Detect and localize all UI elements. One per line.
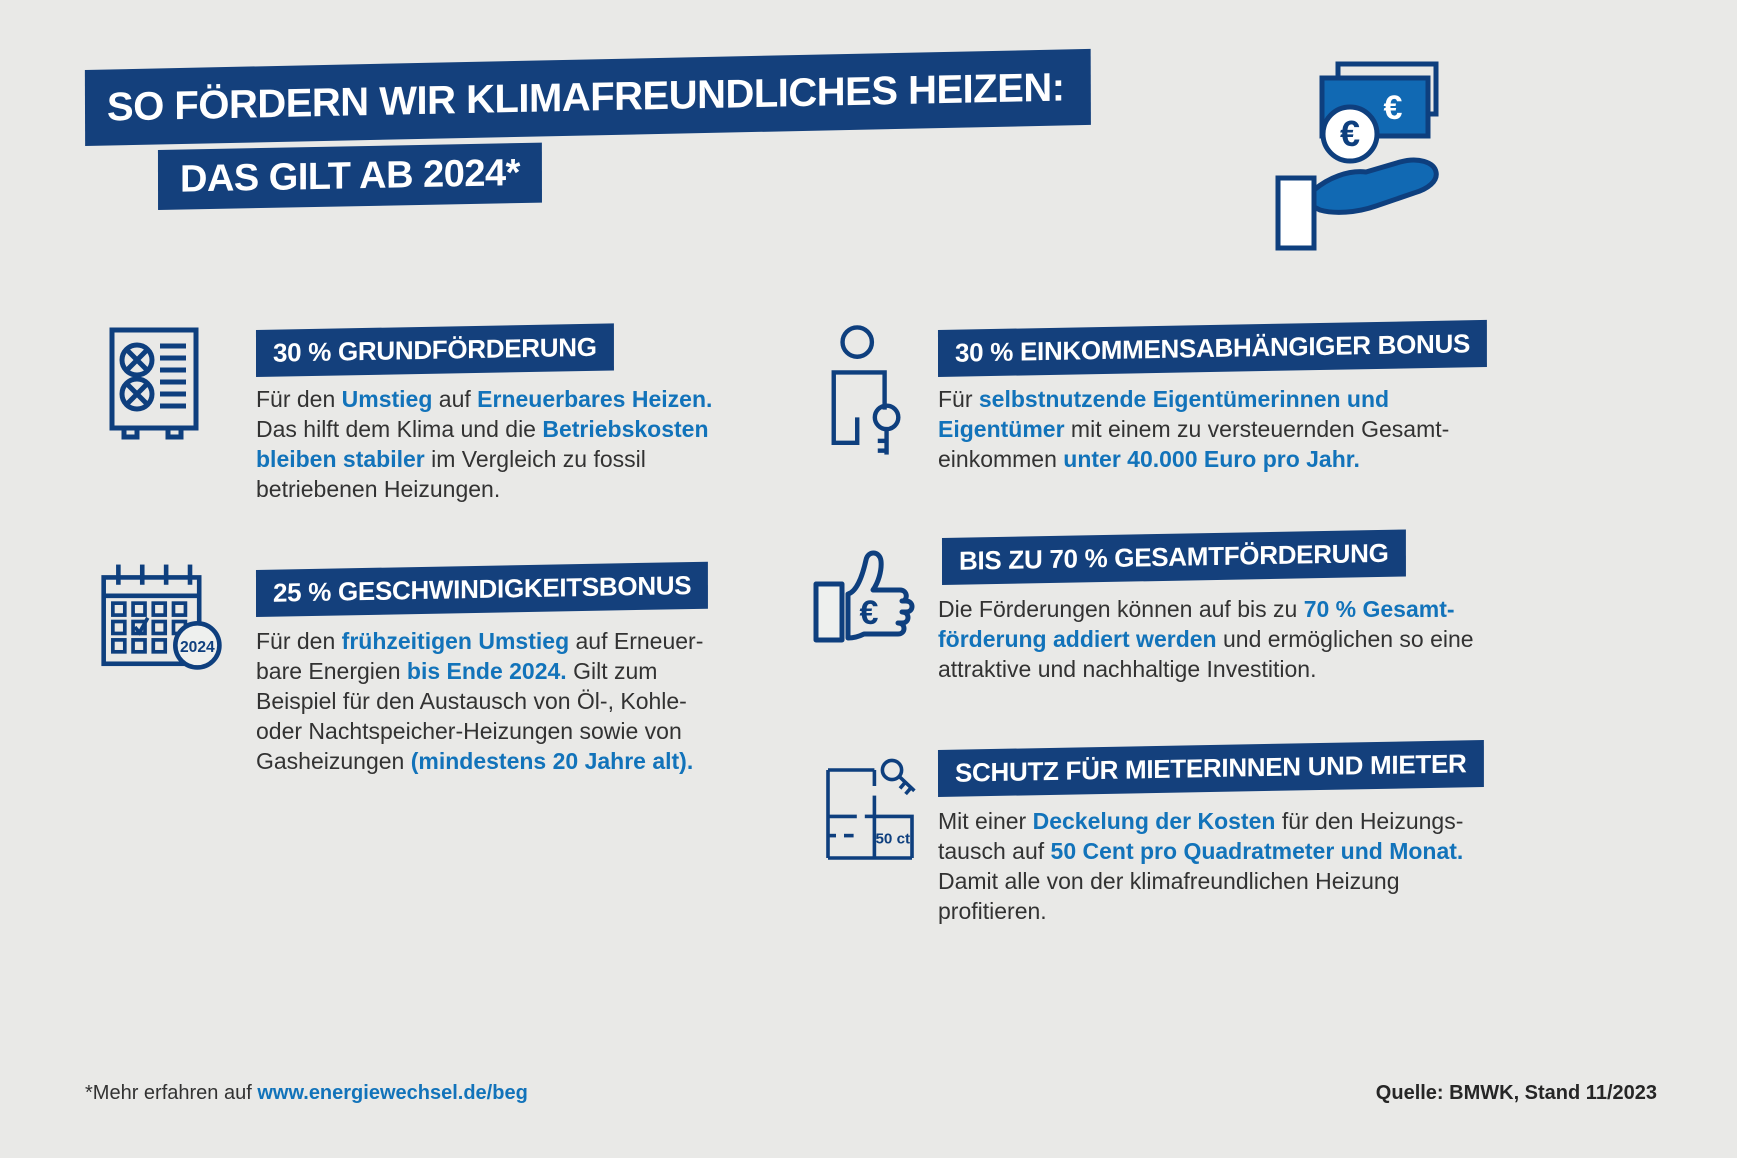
euro-coin-icon: [1320, 104, 1380, 164]
highlighted-text: Deckelung der Kosten: [1032, 808, 1276, 834]
plain-text: oder Nachtspeicher-Heizungen sowie von: [256, 718, 682, 744]
plain-text: Die Förderungen können auf bis zu: [938, 596, 1304, 622]
paragraph-grundfoerderung: Für den Umstieg auf Erneuerbares Heizen.…: [256, 384, 712, 504]
plain-text: mit einem zu versteuernden Gesamt-: [1064, 416, 1450, 442]
plain-text: Gilt zum: [566, 658, 658, 684]
paragraph-mieterschutz: Mit einer Deckelung der Kosten für den H…: [938, 806, 1463, 926]
plain-text: und ermöglichen so eine: [1216, 626, 1474, 652]
highlighted-text: (mindestens 20 Jahre alt).: [410, 748, 694, 774]
heading-gesamtfoerderung: BIS ZU 70 % GESAMTFÖRDERUNG: [941, 529, 1406, 586]
heat-pump-icon: [108, 326, 200, 440]
page-title-line1: SO FÖRDERN WIR KLIMAFREUNDLICHES HEIZEN:: [84, 48, 1091, 147]
coin-euro-glyph: €: [1340, 113, 1360, 154]
highlighted-text: förderung addiert werden: [938, 626, 1217, 652]
thumbs-up-euro-icon: €: [812, 538, 924, 646]
plain-text: profitieren.: [938, 898, 1047, 924]
year-badge: [173, 621, 222, 670]
heading-grundfoerderung: 30 % GRUNDFÖRDERUNG: [255, 323, 614, 378]
calendar-2024-icon: 2024: [100, 560, 224, 672]
plain-text: auf Erneuer-: [569, 628, 704, 654]
page-title-line2: DAS GILT AB 2024*: [157, 142, 542, 211]
heading-mieterschutz: SCHUTZ FÜR MIETERINNEN UND MIETER: [937, 739, 1484, 798]
footnote: *Mehr erfahren auf www.energiewechsel.de…: [85, 1082, 528, 1105]
plain-text: tausch auf: [938, 838, 1051, 864]
hand-shape: [1311, 157, 1439, 215]
highlighted-text: Eigentümer: [938, 416, 1065, 442]
banknote-euro-glyph: €: [1384, 89, 1403, 127]
hand-euro-money-icon: € €: [1262, 58, 1452, 258]
paragraph-geschwindigkeitsbonus: Für den frühzeitigen Umstieg auf Erneuer…: [256, 626, 703, 776]
highlighted-text: selbstnutzende Eigentümerinnen und: [978, 386, 1390, 412]
highlighted-text: Betriebskosten: [542, 416, 709, 442]
heading-geschwindigkeitsbonus: 25 % GESCHWINDIGKEITSBONUS: [255, 561, 709, 618]
highlighted-text: frühzeitigen Umstieg: [341, 628, 570, 654]
source-note: Quelle: BMWK, Stand 11/2023: [1375, 1082, 1657, 1104]
plain-text: betriebenen Heizungen.: [256, 476, 501, 502]
plain-text: attraktive und nachhaltige Investition.: [938, 656, 1317, 682]
highlighted-text: bis Ende 2024.: [406, 658, 567, 684]
floorplan-key-icon: 50 ct: [812, 746, 924, 866]
plain-text: einkommen: [938, 446, 1064, 472]
year-label: 2024: [180, 639, 215, 656]
highlighted-text: Erneuerbares Heizen.: [477, 386, 713, 412]
plain-text: Das hilft dem Klima und die: [256, 416, 543, 442]
plain-text: Für: [938, 386, 979, 412]
rent-cap-label: 50 ct: [875, 831, 910, 848]
plain-text: Beispiel für den Austausch von Öl-, Kohl…: [256, 688, 687, 714]
euro-glyph: €: [860, 594, 879, 632]
plain-text: Damit alle von der klimafreundlichen Hei…: [938, 868, 1400, 894]
plain-text: bare Energien: [256, 658, 407, 684]
owner-key-icon: [822, 322, 912, 458]
highlighted-text: Umstieg: [341, 386, 433, 412]
plain-text: auf: [432, 386, 478, 412]
highlighted-text: unter 40.000 Euro pro Jahr.: [1063, 446, 1360, 472]
highlighted-text: 70 % Gesamt-: [1303, 596, 1455, 622]
footnote-text: *Mehr erfahren auf: [85, 1082, 258, 1104]
plain-text: Für den: [256, 386, 342, 412]
plain-text: Gasheizungen: [256, 748, 411, 774]
key-head: [880, 758, 904, 782]
highlighted-text: bleiben stabiler: [256, 446, 425, 472]
paragraph-einkommensbonus: Für selbstnutzende Eigentümerinnen und Ei…: [938, 384, 1449, 474]
energiewechsel-link[interactable]: www.energiewechsel.de/beg: [257, 1082, 528, 1104]
checkmark-glyph: [133, 616, 150, 636]
highlighted-text: 50 Cent pro Quadratmeter und Monat.: [1050, 838, 1464, 864]
cuff-shape: [1275, 175, 1317, 251]
plain-text: Für den: [256, 628, 342, 654]
heading-einkommensbonus: 30 % EINKOMMENSABHÄNGIGER BONUS: [937, 319, 1488, 378]
plain-text: für den Heizungs-: [1275, 808, 1464, 834]
plain-text: im Vergleich zu fossil: [424, 446, 646, 472]
paragraph-gesamtfoerderung: Die Förderungen können auf bis zu 70 % G…: [938, 594, 1474, 684]
plain-text: Mit einer: [938, 808, 1033, 834]
